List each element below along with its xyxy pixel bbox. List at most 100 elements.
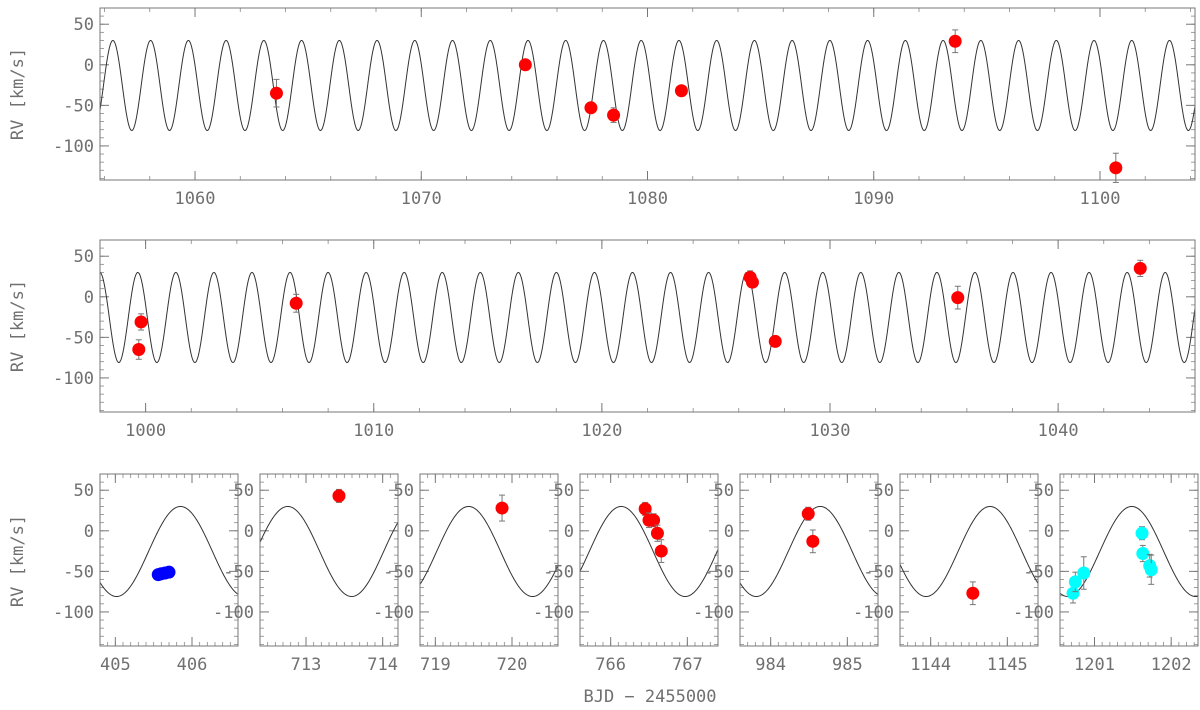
panel-bottom-3: 719 720 50 0 -50 -100 (373, 473, 559, 675)
x-tick-label: 1145 (987, 655, 1028, 675)
panel-frame (899, 473, 1039, 647)
y-tick-label: -50 (543, 562, 574, 582)
model-curve (100, 271, 1195, 364)
y-tick-label: 50 (234, 481, 254, 501)
model-curve (900, 505, 1038, 598)
x-tick-label: 985 (832, 655, 863, 675)
y-tick-label: -100 (853, 603, 894, 623)
data-point (1109, 161, 1123, 175)
panel-frame (259, 473, 399, 647)
y-tick-label: 50 (394, 481, 414, 501)
x-tick-label: 719 (420, 655, 451, 675)
data-point (1133, 261, 1147, 275)
data-point (518, 58, 532, 72)
data-point (647, 513, 661, 527)
x-tick-label: 984 (755, 655, 786, 675)
y-tick-label: 50 (714, 481, 734, 501)
x-tick-label: 714 (367, 655, 398, 675)
panel-bottom-5: 984 985 50 0 -50 -100 (693, 473, 879, 675)
model-curve (100, 505, 238, 598)
y-tick-label: 0 (404, 522, 414, 542)
x-tick-label: 405 (100, 655, 131, 675)
data-point (584, 101, 598, 115)
x-tick-label: 1020 (581, 421, 622, 441)
y-tick-label: 50 (74, 247, 94, 267)
y-tick-label: -50 (1023, 562, 1054, 582)
data-point (134, 315, 148, 329)
x-tick-label: 1030 (810, 421, 851, 441)
x-tick-label: 1090 (853, 189, 894, 209)
y-tick-label: 0 (84, 56, 94, 76)
y-tick-label: 50 (74, 481, 94, 501)
y-tick-label: -100 (53, 369, 94, 389)
x-tick-label: 767 (672, 655, 703, 675)
x-tick-label: 1040 (1038, 421, 1079, 441)
y-tick-label: -100 (693, 603, 734, 623)
data-point (951, 291, 965, 305)
x-tick-label: 766 (595, 655, 626, 675)
data-point (674, 84, 688, 98)
y-tick-label: -100 (533, 603, 574, 623)
y-tick-label: -100 (53, 603, 94, 623)
data-point (607, 108, 621, 122)
y-tick-label: -50 (383, 562, 414, 582)
panel-frame (739, 473, 879, 647)
panel-frame (419, 473, 559, 647)
panel-frame (99, 473, 239, 647)
y-tick-label: 0 (1044, 522, 1054, 542)
panel-bottom-1: 405 406 50 0 -50 -100 (53, 473, 239, 675)
data-point (1135, 526, 1149, 540)
model-curve (420, 505, 558, 598)
model-curve (100, 39, 1195, 132)
data-point (966, 586, 980, 600)
y-axis-title-top: RV [km/s] (8, 48, 28, 140)
x-tick-label: 1060 (175, 189, 216, 209)
y-tick-label: 50 (74, 15, 94, 35)
y-tick-label: 50 (554, 481, 574, 501)
data-point (132, 343, 146, 357)
y-tick-label: -50 (63, 328, 94, 348)
data-point (289, 296, 303, 310)
x-tick-label: 1144 (910, 655, 951, 675)
y-tick-label: 0 (84, 288, 94, 308)
model-curve (1060, 505, 1198, 598)
data-point (638, 502, 652, 516)
data-point (269, 86, 283, 100)
data-point (801, 507, 815, 521)
data-point (1077, 566, 1091, 580)
x-tick-label: 1070 (401, 189, 442, 209)
panel-middle: 1000 1010 1020 1030 1040 50 0 -50 -100 (53, 239, 1196, 441)
data-point (654, 544, 668, 558)
y-tick-label: 0 (884, 522, 894, 542)
y-tick-label: 50 (1034, 481, 1054, 501)
y-axis-title-middle: RV [km/s] (8, 280, 28, 372)
x-tick-label: 720 (497, 655, 528, 675)
x-tick-label: 1000 (125, 421, 166, 441)
y-tick-label: 0 (244, 522, 254, 542)
x-tick-label: 1100 (1080, 189, 1121, 209)
y-tick-label: -100 (53, 137, 94, 157)
y-tick-label: -100 (213, 603, 254, 623)
panel-bottom-7: 1201 1202 50 0 -50 -100 (1013, 473, 1199, 675)
panel-bottom-6: 1144 1145 50 0 -50 -100 (853, 473, 1039, 675)
data-point (806, 534, 820, 548)
x-tick-label: 1202 (1151, 655, 1192, 675)
y-tick-label: -50 (223, 562, 254, 582)
panel-bottom-2: 713 714 50 0 -50 -100 (213, 473, 399, 675)
data-point (768, 334, 782, 348)
y-tick-label: 0 (724, 522, 734, 542)
data-point (948, 34, 962, 48)
y-tick-label: 50 (874, 481, 894, 501)
x-tick-label: 406 (177, 655, 208, 675)
y-tick-label: -50 (863, 562, 894, 582)
data-point (650, 526, 664, 540)
model-curve (580, 505, 718, 598)
y-tick-label: -100 (1013, 603, 1054, 623)
data-point (495, 501, 509, 515)
data-point (332, 489, 346, 503)
x-tick-label: 713 (291, 655, 322, 675)
x-axis-title: BJD − 2455000 (583, 687, 716, 707)
y-tick-label: 0 (84, 522, 94, 542)
